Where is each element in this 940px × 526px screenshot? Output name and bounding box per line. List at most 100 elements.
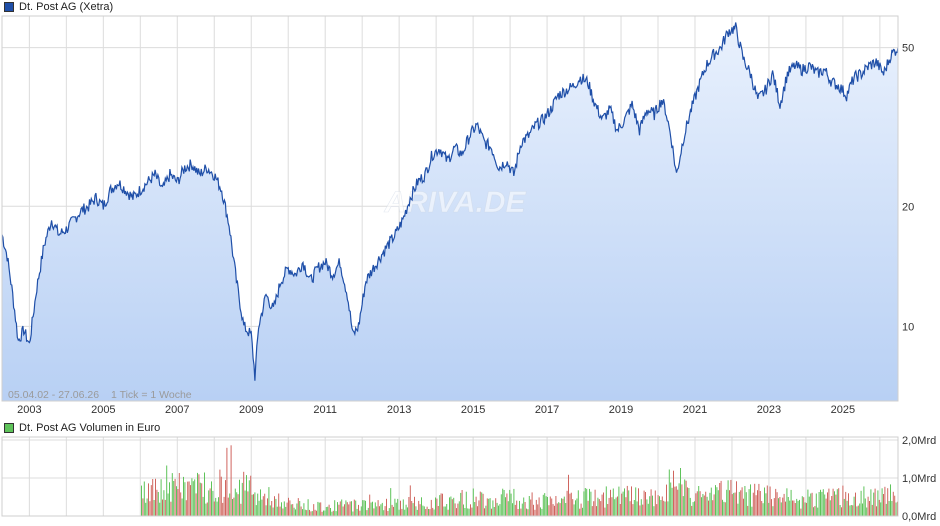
price-line [1, 22, 899, 381]
volume-bar [267, 498, 268, 516]
volume-bar [799, 499, 800, 516]
volume-bar [779, 497, 781, 516]
volume-bar [218, 497, 219, 516]
volume-bar [603, 492, 604, 516]
volume-bar [542, 494, 544, 516]
volume-bar [163, 490, 165, 516]
volume-bar [783, 493, 785, 516]
volume-bar [321, 511, 323, 516]
volume-bar [520, 508, 522, 516]
volume-bar [803, 497, 805, 516]
volume-bar [647, 503, 649, 516]
volume-bar [643, 490, 645, 516]
volume-bar [849, 505, 851, 516]
volume-bar [605, 486, 607, 516]
volume-bar [171, 473, 173, 516]
volume-bar [666, 484, 667, 516]
volume-bar [318, 502, 320, 516]
volume-bar [450, 496, 452, 516]
volume-bar [145, 502, 147, 516]
volume-bar [680, 468, 681, 516]
volume-bar [240, 503, 242, 516]
volume-bar [594, 489, 596, 516]
volume-bar [302, 509, 303, 516]
volume-bar [184, 482, 186, 516]
volume-bar [206, 502, 208, 516]
volume-bar [887, 488, 889, 516]
volume-bar [373, 508, 375, 516]
volume-bar [463, 504, 464, 516]
volume-bar [155, 478, 156, 516]
volume-bar [503, 490, 505, 516]
volume-bar [384, 506, 386, 516]
volume-bar [864, 498, 866, 516]
volume-bar [604, 507, 606, 516]
volume-bar [461, 490, 463, 516]
volume-bar [422, 505, 424, 516]
volume-bar [890, 484, 891, 516]
volume-bar [691, 505, 693, 516]
volume-bar [874, 488, 876, 516]
volume-bar [804, 502, 806, 516]
volume-bar [475, 496, 477, 516]
volume-bar [577, 490, 579, 516]
volume-bar [313, 504, 315, 516]
volume-bar [569, 493, 571, 516]
volume-bar [258, 500, 260, 516]
volume-bar [222, 502, 224, 516]
volume-bar [244, 490, 246, 516]
volume-bar [414, 496, 415, 516]
volume-bar [848, 493, 849, 516]
volume-bar [558, 502, 560, 516]
volume-bar [650, 489, 652, 516]
volume-bar [685, 480, 687, 516]
x-tick-label: 2023 [757, 404, 781, 416]
volume-bar [332, 510, 334, 516]
volume-bar [250, 475, 252, 516]
volume-bar [468, 508, 470, 516]
volume-bar [419, 504, 421, 516]
volume-bar [257, 493, 259, 516]
volume-bar [661, 496, 663, 516]
volume-bar [800, 508, 802, 516]
volume-bar [213, 501, 215, 516]
volume-bar [281, 502, 282, 516]
volume-bar [295, 509, 296, 516]
volume-bar [334, 500, 336, 516]
y-tick-label: 10 [902, 321, 914, 333]
volume-bar [442, 493, 443, 516]
volume-bar [579, 508, 581, 516]
volume-bar [583, 491, 585, 516]
volume-bar [160, 479, 162, 516]
volume-bar [871, 504, 873, 516]
volume-bar [687, 487, 688, 516]
volume-bar [248, 480, 250, 516]
volume-bar [754, 483, 756, 516]
volume-bar [237, 494, 239, 516]
volume-bar [176, 486, 177, 516]
volume-bar [437, 506, 439, 516]
volume-bar [625, 497, 627, 516]
volume-bar [471, 507, 473, 516]
volume-bar [835, 494, 837, 516]
volume-legend: Dt. Post AG Volumen in Euro [4, 421, 160, 435]
volume-bar [731, 494, 733, 516]
volume-bar [349, 501, 351, 516]
volume-bar [537, 504, 539, 516]
y-axis: 10 20 50 [902, 43, 914, 334]
volume-bar [782, 497, 784, 516]
volume-bar [415, 506, 417, 516]
volume-bar [223, 496, 225, 516]
volume-bar [741, 487, 743, 516]
volume-bar [820, 489, 821, 516]
volume-bar [470, 504, 471, 516]
volume-bar [629, 501, 631, 516]
volume-bar [485, 505, 487, 516]
volume-bar [360, 506, 362, 516]
price-area [2, 22, 898, 401]
volume-bar [481, 492, 483, 516]
volume-bar [787, 497, 789, 516]
x-tick-label: 2015 [461, 404, 485, 416]
volume-bar [736, 481, 737, 516]
volume-bar [352, 511, 354, 516]
